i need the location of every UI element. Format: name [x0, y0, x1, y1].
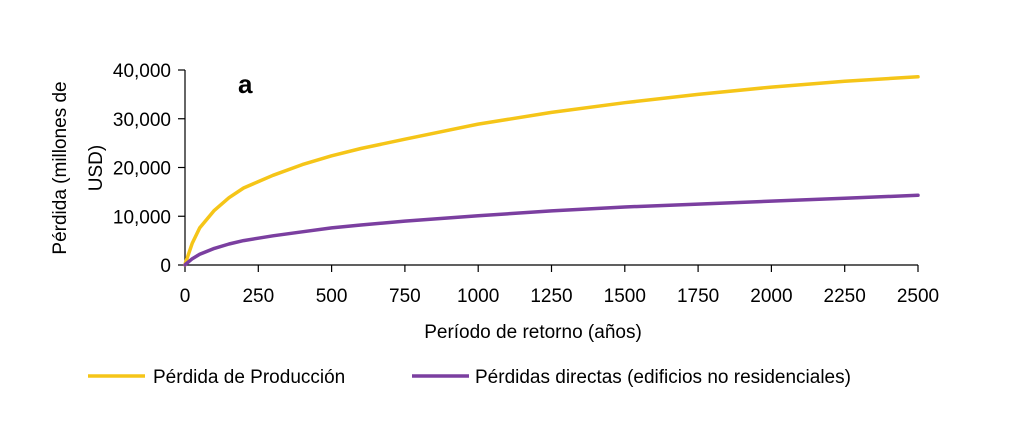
series-line-1: [183, 75, 920, 267]
x-tick-label: 750: [389, 286, 421, 307]
x-tick-label: 1250: [530, 286, 572, 307]
x-axis-title: Período de retorno (años): [424, 322, 642, 343]
series-line-2: [183, 193, 920, 267]
legend-label-2: Pérdidas directas (edificios no residenc…: [475, 367, 851, 388]
y-axis-title-line-1: Pérdida (millones de: [50, 81, 71, 254]
x-tick-label: 2250: [824, 286, 866, 307]
series-lines: [183, 75, 920, 267]
y-tick-label: 10,000: [113, 207, 171, 228]
x-tick-label: 1750: [677, 286, 719, 307]
y-tick-label: 40,000: [113, 61, 171, 82]
x-tick-label: 0: [180, 286, 191, 307]
x-tick-label: 2000: [750, 286, 792, 307]
x-tick-label: 250: [242, 286, 274, 307]
x-tick-label: 500: [316, 286, 348, 307]
y-tick-label: 0: [160, 256, 171, 277]
x-tick-label: 1500: [604, 286, 646, 307]
legend-label-1: Pérdida de Producción: [153, 367, 345, 388]
y-axis-ticks: 0 10,000 20,000 30,000 40,000: [113, 61, 185, 277]
x-tick-label: 2500: [897, 286, 939, 307]
panel-label: a: [238, 69, 253, 99]
y-tick-label: 30,000: [113, 110, 171, 131]
legend: Pérdida de Producción Pérdidas directas (…: [88, 367, 851, 388]
y-tick-label: 20,000: [113, 159, 171, 180]
x-axis-ticks: 0 250 500 750 1000 1250 1500 1750 2000 2250 2500: [180, 265, 939, 307]
y-axis-title-line-2: USD): [86, 145, 107, 191]
x-tick-label: 1000: [457, 286, 499, 307]
y-axis-title: Pérdida (millones de USD): [50, 81, 107, 254]
